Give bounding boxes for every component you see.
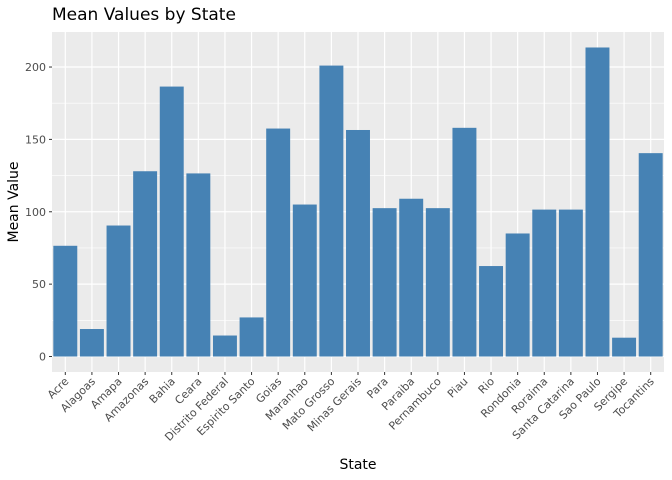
bar-sao-paulo [585,47,610,357]
bar-rondonia [505,233,530,357]
bar-layer [53,47,663,357]
bar-amazonas [133,171,158,357]
bar-tocantins [638,153,663,357]
bar-acre [53,245,78,357]
bar-distrito-federal [212,335,237,357]
bar-ceara [186,173,211,357]
bar-amapa [106,225,131,357]
y-tick-label: 200 [25,61,46,74]
bar-alagoas [79,329,104,357]
y-tick-label: 150 [25,133,46,146]
x-tick-label: Rio [476,375,498,397]
x-tick-label: Bahia [147,375,178,406]
y-tick-label: 0 [39,351,46,364]
bar-pernambuco [425,208,450,357]
bar-espirito-santo [239,317,264,357]
x-axis-title: State [339,457,376,473]
bar-sergipe [612,337,637,357]
bar-santa-catarina [558,209,583,357]
bar-goias [266,128,291,357]
chart-title: Mean Values by State [52,5,236,25]
bar-rio [479,266,504,357]
bar-bahia [159,86,184,357]
x-axis: AcreAlagoasAmapaAmazonasBahiaCearaDistri… [45,372,657,444]
bar-roraima [532,209,557,357]
bar-piau [452,127,477,357]
bar-minas-gerais [346,129,370,357]
bar-maranhao [292,204,317,357]
y-tick-label: 50 [32,278,46,291]
x-tick-label: Piau [445,375,471,401]
bar-para [372,208,397,357]
bar-paraiba [399,198,424,357]
bar-mato-grosso [319,65,344,357]
y-axis-title: Mean Value [6,161,22,242]
y-axis: 0 50 100 150 200 [25,61,52,364]
y-tick-label: 100 [25,206,46,219]
